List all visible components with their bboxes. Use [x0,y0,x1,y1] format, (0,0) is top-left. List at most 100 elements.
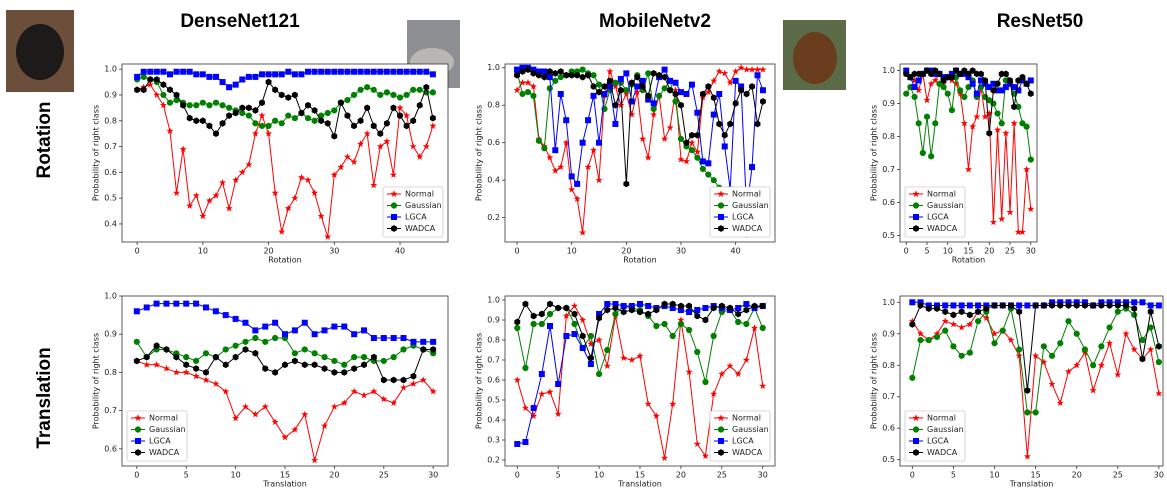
data-marker [743,301,750,307]
data-marker [311,117,318,124]
data-marker [357,86,364,93]
data-marker [568,173,575,180]
data-marker [1073,330,1080,337]
data-marker [140,86,147,94]
data-marker [622,90,630,98]
data-marker [251,129,260,137]
data-marker [1027,156,1034,163]
data-marker [715,67,723,75]
legend-marker [390,190,398,198]
data-marker [596,139,603,146]
data-marker [652,412,660,420]
data-marker [202,304,209,311]
x-tick-label: 30 [1154,471,1164,480]
data-marker [310,189,319,197]
data-marker [694,131,701,139]
data-marker [969,122,977,130]
data-marker [546,68,553,75]
data-marker [555,381,562,387]
data-marker [903,90,910,97]
data-marker [163,346,170,353]
data-marker [252,107,259,114]
data-marker [219,79,226,86]
y-tick-label: 0.8 [487,101,500,110]
legend-marker [134,426,142,433]
x-tick-label: 20 [1072,471,1082,480]
data-marker [522,439,529,445]
data-marker [628,79,635,87]
data-marker [340,399,348,407]
data-marker [218,178,227,186]
data-marker [623,70,630,77]
data-marker [153,91,161,99]
data-marker [1081,302,1088,309]
x-tick-label: 20 [676,471,686,480]
data-marker [701,452,710,460]
data-marker [916,329,925,337]
data-marker [1002,84,1009,91]
data-marker [1097,361,1105,369]
data-marker [570,302,579,310]
data-marker [688,138,696,146]
data-marker [1007,77,1013,84]
data-marker [364,84,371,91]
data-marker [1019,120,1026,127]
x-tick-label: 0 [134,471,139,480]
data-marker [311,331,318,338]
data-marker [166,71,173,78]
data-marker [623,180,630,188]
data-marker [285,94,292,101]
data-marker [370,353,377,361]
data-marker [653,306,660,314]
legend-label: Gaussian [927,425,964,434]
data-marker [969,67,976,74]
data-marker [331,357,338,365]
data-marker [710,77,718,84]
x-tick-label: 20 [621,247,631,256]
data-marker [278,227,286,235]
data-marker [186,102,193,109]
y-axis-label: Probability of right class [870,333,879,429]
data-marker [574,71,581,79]
data-marker [911,84,918,91]
data-marker [677,135,685,143]
data-marker [321,354,328,361]
data-marker [409,380,418,387]
data-marker [383,68,390,75]
data-marker [206,73,213,80]
data-marker [693,148,701,156]
data-marker [750,324,759,332]
y-tick-label: 0.5 [104,194,117,203]
data-marker [1015,352,1023,359]
data-marker [677,320,685,328]
y-tick-label: 0.6 [104,444,117,453]
data-marker [1040,343,1047,350]
data-marker [595,176,603,184]
data-marker [915,120,922,127]
data-marker [617,101,625,109]
y-tick-label: 0.5 [882,455,895,464]
data-marker [429,89,436,96]
data-marker [547,300,553,308]
x-tick-label: 5 [951,471,956,480]
data-marker [258,111,266,119]
data-marker [397,68,404,75]
legend-marker [718,438,724,444]
data-marker [383,89,390,96]
y-tick-label: 1.0 [104,292,117,301]
y-axis-label: Probability of right class [92,105,101,201]
data-marker [147,68,154,75]
data-marker [192,372,200,380]
data-marker [948,73,955,81]
data-marker [241,402,250,410]
column-title: DenseNet121 [180,11,300,32]
data-marker [173,91,180,99]
x-tick-label: 10 [943,247,953,256]
data-marker [522,300,529,308]
data-marker [225,204,233,212]
data-marker [1032,302,1039,309]
data-marker [1139,355,1146,363]
data-marker [710,94,717,102]
data-marker [389,171,398,178]
data-marker [1139,336,1146,344]
